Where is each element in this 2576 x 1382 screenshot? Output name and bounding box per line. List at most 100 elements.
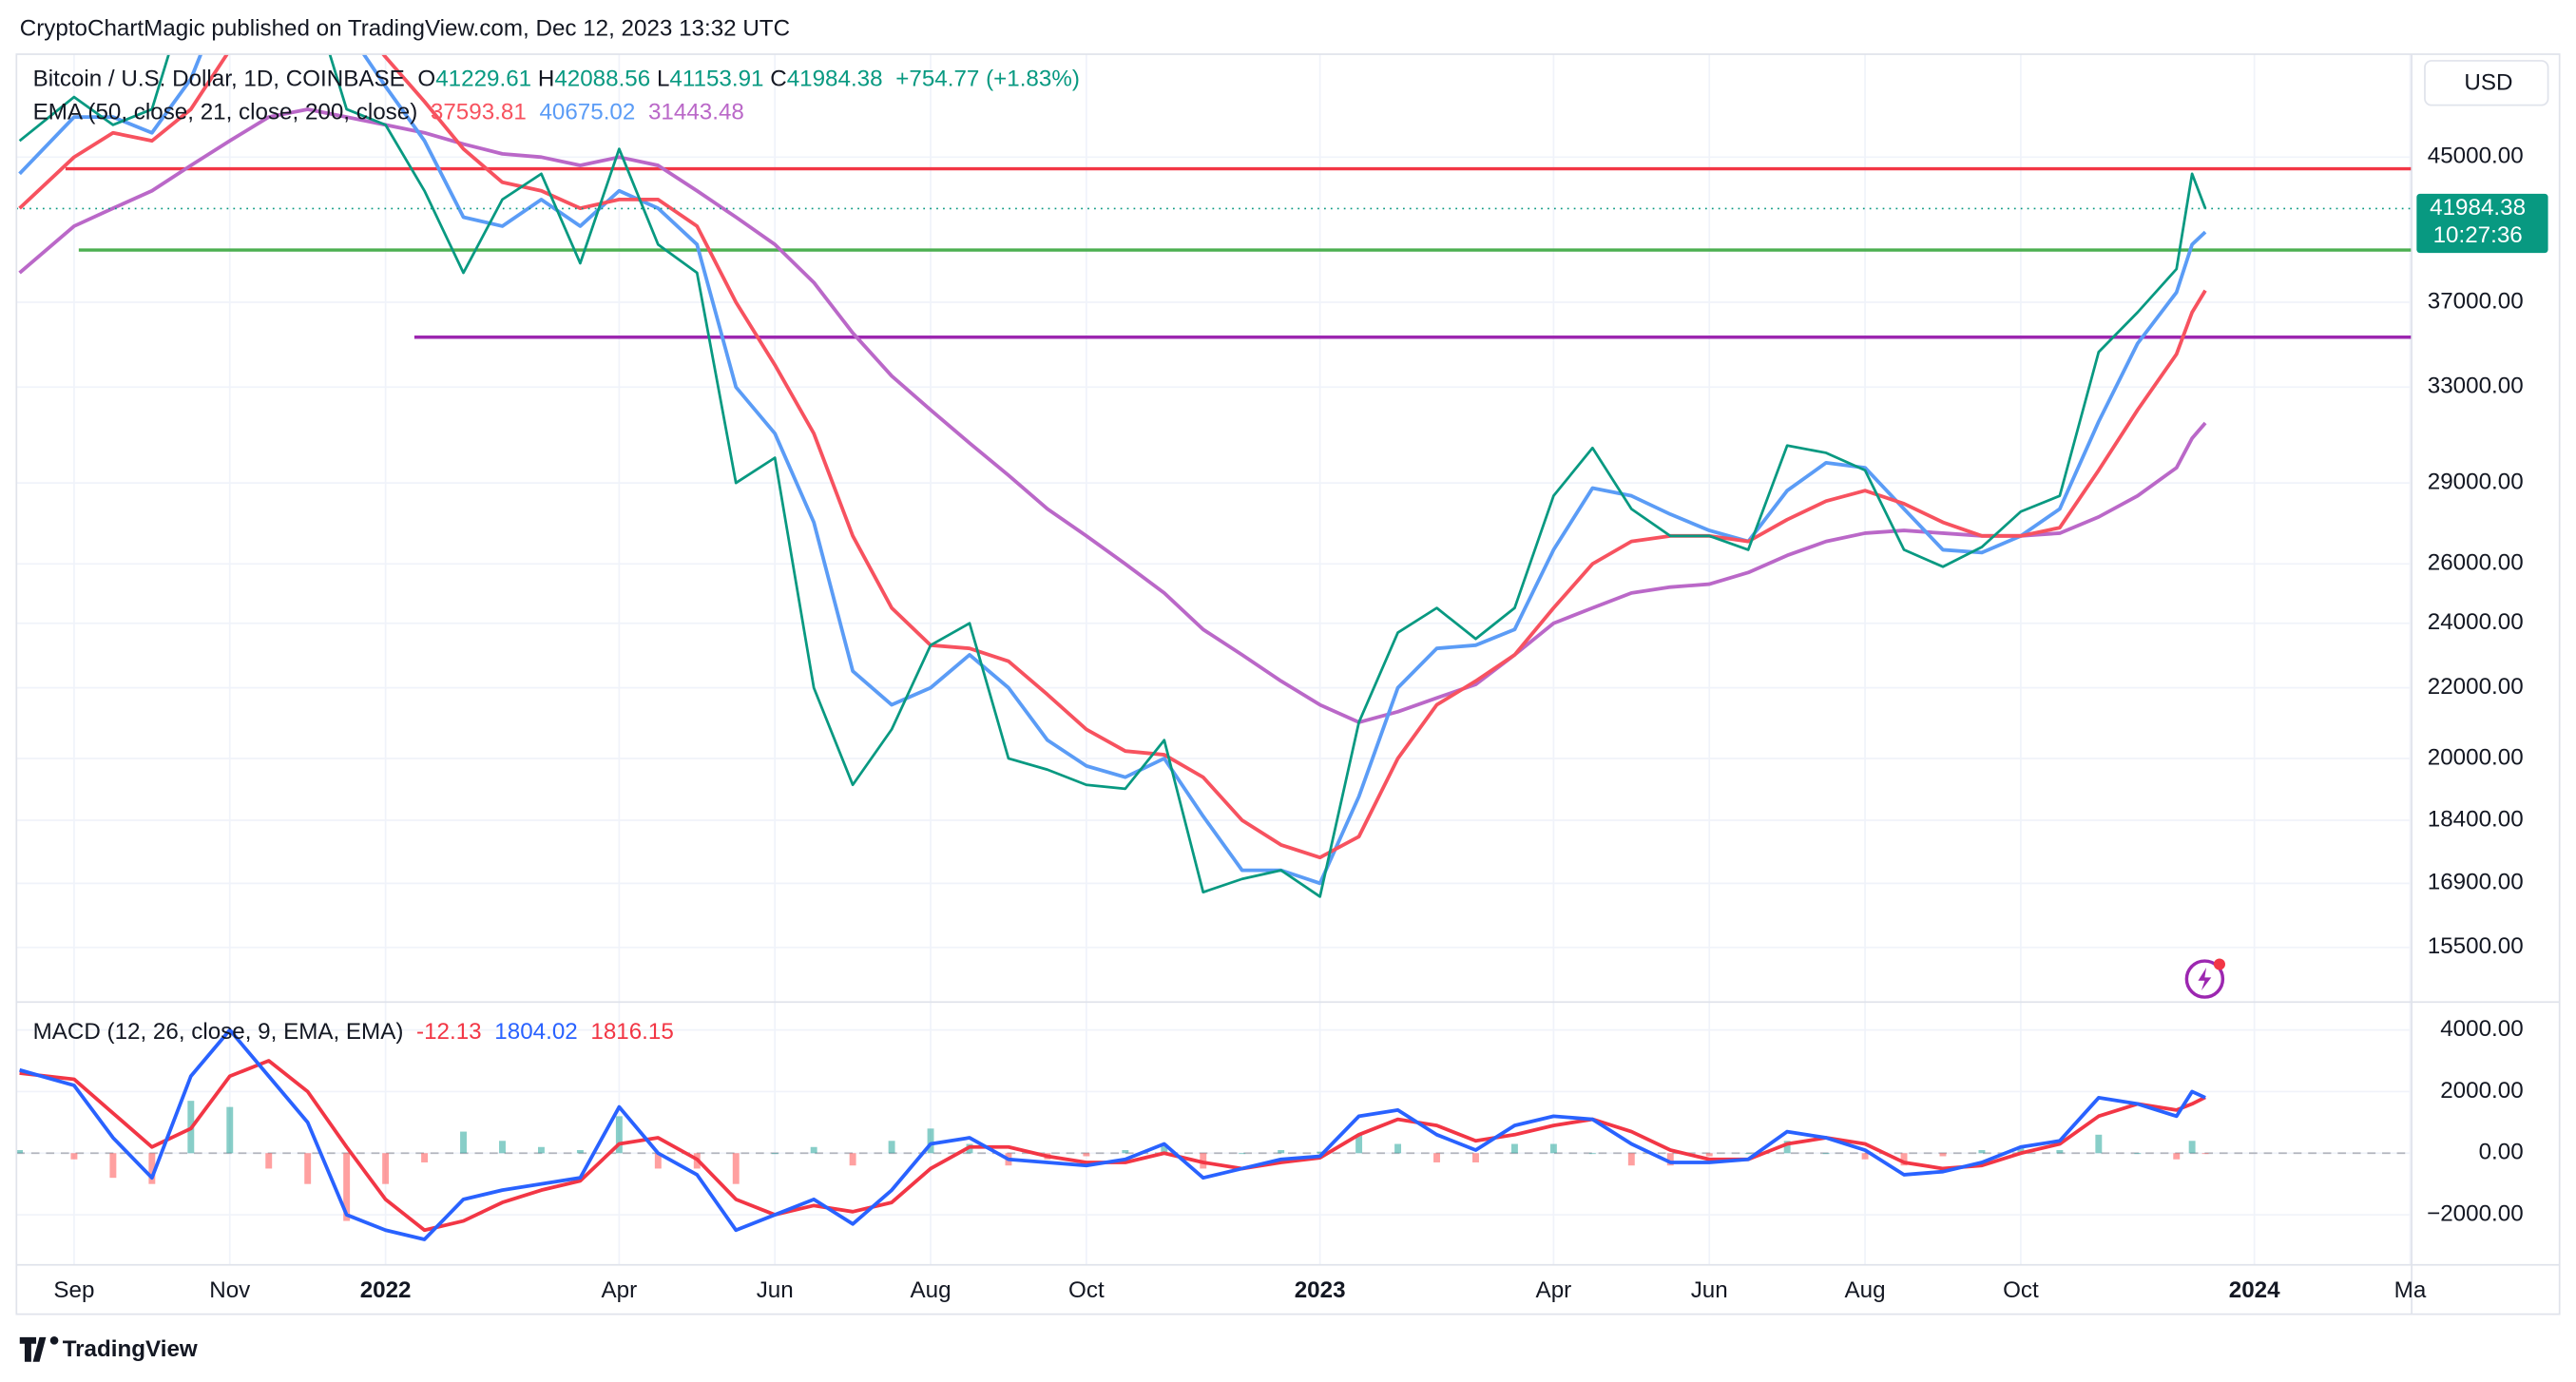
series-line [18, 54, 2207, 886]
y-tick-label: 15500.00 [2428, 933, 2524, 959]
histogram-bar [888, 1141, 895, 1154]
ema-title: EMA (50, close, 21, close, 200, close) [33, 100, 418, 125]
histogram-bar [1239, 1153, 1246, 1155]
x-tick-label: Jun [757, 1277, 794, 1303]
x-tick-label: 2024 [2229, 1277, 2280, 1303]
series-line [18, 54, 2207, 898]
currency-button[interactable] [2424, 60, 2549, 106]
histogram-bar [2056, 1150, 2064, 1154]
macd-histogram-value: -12.13 [416, 1019, 482, 1045]
histogram-bar [343, 1153, 351, 1221]
histogram-bar [2201, 1153, 2209, 1155]
histogram-bar [576, 1150, 584, 1154]
macd-legend: MACD (12, 26, close, 9, EMA, EMA) -12.13… [33, 1019, 674, 1045]
y-tick-label: 0.00 [2479, 1140, 2524, 1165]
price-change: +754.77 (+1.83%) [895, 67, 1080, 92]
histogram-bar [1122, 1150, 1129, 1154]
x-tick-label: Aug [1845, 1277, 1886, 1303]
y-tick-label: 37000.00 [2428, 288, 2524, 314]
histogram-bar [382, 1153, 390, 1184]
currency-label[interactable]: USD [2464, 70, 2512, 96]
histogram-bar [148, 1153, 156, 1184]
histogram-bar [1472, 1153, 1479, 1162]
x-tick-label: Jun [1691, 1277, 1728, 1303]
histogram-bar [1705, 1153, 1713, 1157]
histogram-bar [304, 1153, 312, 1184]
histogram-bar [265, 1153, 273, 1169]
ema-value: 37593.81 [431, 100, 527, 125]
histogram-bar [1627, 1153, 1635, 1166]
alert-bolt[interactable] [2198, 967, 2212, 991]
y-tick-label: 20000.00 [2428, 744, 2524, 770]
countdown-label: 10:27:36 [2433, 222, 2523, 248]
histogram-bar [927, 1128, 934, 1154]
ohlc-label: C [770, 67, 786, 92]
histogram-bar [1278, 1150, 1285, 1154]
ohlc-value: 41229.61 [435, 67, 531, 92]
histogram-bar [1355, 1134, 1363, 1154]
x-tick-label: Apr [602, 1277, 638, 1303]
histogram-bar [2095, 1134, 2103, 1154]
y-tick-label: 33000.00 [2428, 374, 2524, 399]
alert-dot [2213, 958, 2225, 970]
y-tick-label: 45000.00 [2428, 144, 2524, 169]
histogram-bar [226, 1106, 234, 1154]
histogram-bar [1978, 1150, 1986, 1154]
histogram-bar [2188, 1141, 2196, 1154]
histogram-bar [1510, 1143, 1518, 1154]
x-tick-label: 2022 [360, 1277, 412, 1303]
histogram-bar [2134, 1153, 2142, 1155]
series-line [18, 54, 2207, 860]
histogram-bar [1939, 1153, 1947, 1157]
histogram-bar [1317, 1151, 1324, 1154]
y-tick-label: −2000.00 [2427, 1200, 2524, 1226]
histogram-bar [1161, 1143, 1168, 1154]
symbol: Bitcoin / U.S. Dollar, 1D, COINBASE [33, 67, 405, 92]
y-tick-label: 16900.00 [2428, 870, 2524, 895]
series-line [19, 1027, 2206, 1241]
x-tick-label: Oct [1068, 1277, 1105, 1303]
histogram-bar [1083, 1153, 1090, 1157]
ohlc-label: L [657, 67, 669, 92]
histogram-bar [1822, 1153, 1830, 1155]
x-tick-label: Oct [2003, 1277, 2039, 1303]
alert-icon[interactable] [2184, 958, 2225, 999]
macd-pane [16, 1027, 2413, 1241]
macd-value: 1804.02 [494, 1019, 577, 1045]
histogram-bar [1666, 1153, 1674, 1166]
histogram-bar [1861, 1153, 1869, 1160]
series-line [19, 1059, 2206, 1233]
histogram-bar [810, 1146, 817, 1154]
y-tick-label: 4000.00 [2440, 1016, 2523, 1042]
x-tick-label: Apr [1536, 1277, 1572, 1303]
last-price-label: 41984.38 [2430, 195, 2526, 221]
x-tick-label: Aug [911, 1277, 952, 1303]
y-tick-label: 26000.00 [2428, 550, 2524, 576]
histogram-bar [1744, 1153, 1752, 1155]
published-note: CryptoChartMagic published on TradingVie… [20, 15, 790, 41]
ohlc-value: 41153.91 [669, 67, 763, 92]
histogram-bar [2173, 1153, 2181, 1160]
symbol-legend: Bitcoin / U.S. Dollar, 1D, COINBASE O412… [33, 67, 1080, 92]
x-tick-label: Ma [2394, 1277, 2427, 1303]
y-tick-label: 18400.00 [2428, 806, 2524, 832]
histogram-bar [732, 1153, 740, 1184]
price-pane [16, 54, 2413, 898]
chart-border [15, 53, 2561, 1315]
histogram-bar [1588, 1153, 1596, 1155]
histogram-bar [460, 1131, 467, 1154]
ohlc-value: 41984.38 [787, 67, 883, 92]
axis-layer: 15500.00 16900.00 18400.00 20000.00 22000.00… [53, 144, 2548, 1303]
ohlc-value: 42088.56 [554, 67, 650, 92]
grid-layer [16, 54, 2413, 1265]
signal-value: 1816.15 [590, 1019, 673, 1045]
ema-value: 40675.02 [539, 100, 635, 125]
brand: TradingView [19, 1335, 198, 1362]
alert-ring[interactable] [2184, 959, 2225, 999]
histogram-bar [16, 1150, 24, 1154]
x-tick-label: 2023 [1295, 1277, 1346, 1303]
histogram-bar [1783, 1141, 1791, 1154]
histogram-bar [421, 1153, 429, 1162]
x-tick-label: Nov [209, 1277, 251, 1303]
